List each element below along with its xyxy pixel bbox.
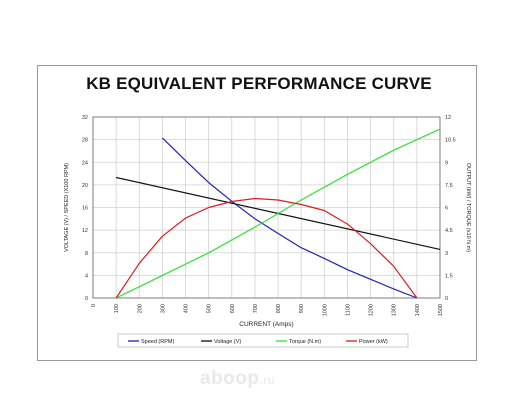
x-tick-label: 1300: [392, 304, 398, 316]
y-right-axis-title: OUTPUT (kW) / TORQUE (x10 N.m): [465, 163, 471, 252]
x-tick-label: 300: [160, 304, 166, 313]
legend-box: [117, 333, 409, 348]
watermark-text: aboop: [200, 368, 260, 389]
y-right-tick-label: 1.5: [445, 273, 453, 279]
legend-label: Speed (RPM): [141, 339, 174, 345]
x-tick-label: 800: [276, 304, 282, 313]
y-left-axis-title: VOLTAGE (V) / SPEED (X100 RPM): [64, 163, 70, 252]
plot-border: [92, 116, 441, 299]
x-tick-label: 100: [114, 304, 120, 313]
x-tick-label: 1400: [415, 304, 421, 316]
legend: Speed (RPM) Voltage (V) Torque (N.m) Power …: [117, 333, 409, 348]
y-left-tick-label: 16: [82, 206, 88, 212]
y-left-tick-label: 32: [82, 115, 88, 121]
y-right-tick-label: 9: [445, 160, 448, 166]
y-right-tick-label: 0: [445, 296, 448, 302]
y-right-tick-label: 10.5: [445, 138, 456, 144]
legend-label: Power (kW): [359, 339, 388, 345]
series-line: [115, 197, 418, 299]
y-right-tick-label: 6: [445, 206, 448, 212]
series-line: [115, 128, 441, 299]
y-left-tick-label: 8: [85, 251, 88, 257]
y-left-tick-label: 28: [82, 138, 88, 144]
x-tick-label: 1100: [345, 304, 351, 316]
watermark-suffix: .ru: [259, 373, 276, 387]
chart-title: KB EQUIVALENT PERFORMANCE CURVE: [86, 74, 432, 93]
x-tick-label: 500: [207, 304, 213, 313]
x-tick-label: 0: [91, 304, 97, 307]
x-tick-label: 600: [230, 304, 236, 313]
y-right-tick-label: 4.5: [445, 228, 453, 234]
y-right-tick-label: 3: [445, 251, 448, 257]
y-right-tick-label: 7.5: [445, 183, 453, 189]
x-tick-label: 200: [137, 304, 143, 313]
x-tick-label: 1000: [322, 304, 328, 316]
y-left-tick-label: 0: [85, 296, 88, 302]
y-right-tick-label: 12: [445, 115, 451, 121]
legend-label: Voltage (V): [214, 339, 241, 345]
legend-label: Torque (N.m): [289, 339, 321, 345]
x-tick-label: 400: [184, 304, 190, 313]
x-tick-label: 1200: [369, 304, 375, 316]
x-tick-label: 700: [253, 304, 259, 313]
y-left-tick-label: 20: [82, 183, 88, 189]
watermark-logo: aboop.ru: [200, 368, 275, 390]
y-left-tick-label: 24: [82, 160, 88, 166]
y-left-tick-label: 4: [85, 273, 88, 279]
x-tick-label: 1500: [438, 304, 444, 316]
x-axis-title: CURRENT (Amps): [239, 321, 293, 328]
y-left-tick-label: 12: [82, 228, 88, 234]
series-line: [161, 137, 418, 299]
x-tick-label: 900: [299, 304, 305, 313]
